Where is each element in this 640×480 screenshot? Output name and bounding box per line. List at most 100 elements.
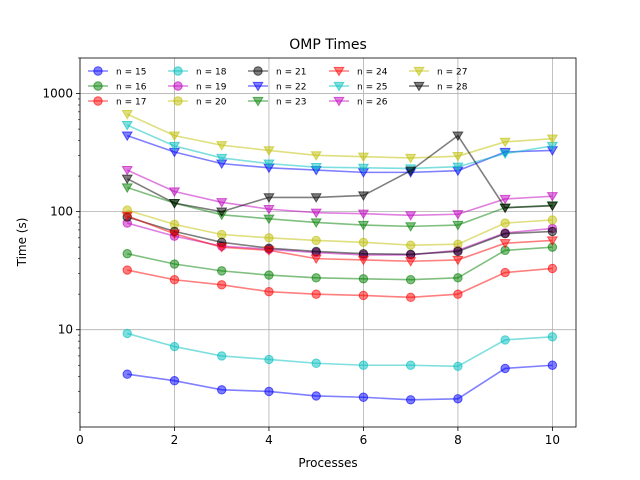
series-line: [126, 134, 553, 174]
data-point: [216, 207, 228, 218]
data-point: [263, 159, 275, 170]
data-point: [358, 237, 369, 247]
data-point: [216, 153, 228, 164]
legend-label: n = 15: [116, 68, 146, 78]
data-point: [168, 199, 181, 209]
data-point: [263, 214, 275, 225]
series-n-25: [121, 121, 559, 175]
legend-label: n = 28: [437, 83, 468, 93]
data-point: [358, 392, 369, 402]
legend-item: n = 18: [168, 66, 227, 78]
data-point: [310, 254, 322, 265]
series-line: [127, 332, 553, 368]
series-n-15: [122, 360, 558, 405]
legend-label: n = 25: [357, 83, 387, 93]
y-tick-label: 1000: [42, 87, 73, 101]
x-tick-label: 2: [171, 433, 179, 447]
legend-item: n = 28: [409, 81, 468, 93]
series-line: [126, 124, 553, 170]
legend-marker: [173, 81, 183, 91]
data-point: [546, 236, 559, 247]
plot-area-frame: [79, 57, 577, 428]
data-point: [405, 275, 416, 285]
data-point: [311, 273, 321, 283]
data-point: [546, 134, 559, 145]
x-tick-label: 4: [265, 433, 273, 447]
legend-marker: [333, 66, 345, 77]
data-point: [121, 109, 133, 120]
data-point: [216, 243, 228, 253]
data-point: [217, 351, 227, 361]
series-line: [127, 209, 553, 246]
data-point: [264, 354, 274, 365]
data-point: [405, 240, 416, 250]
data-point: [168, 187, 181, 198]
data-point: [263, 146, 275, 156]
data-point: [168, 141, 181, 152]
series-n-17: [122, 263, 558, 303]
data-point: [311, 289, 321, 299]
legend-marker: [252, 81, 264, 92]
legend-label: n = 17: [116, 98, 146, 108]
y-axis: 10 100 1000: [42, 57, 80, 413]
legend-item: n = 24: [329, 66, 388, 78]
data-point: [122, 249, 132, 259]
data-point: [499, 194, 511, 205]
data-point: [121, 211, 133, 222]
data-point: [357, 152, 370, 163]
legend-label: n = 26: [357, 98, 388, 108]
legend-marker: [333, 81, 345, 92]
legend-marker: [93, 96, 103, 106]
data-point: [310, 151, 322, 161]
series-n-28: [121, 131, 559, 218]
y-tick-label: 100: [50, 205, 73, 219]
data-point: [357, 255, 370, 266]
legend-label: n = 16: [116, 83, 147, 93]
data-point: [547, 263, 558, 274]
data-point: [216, 141, 228, 151]
legend-item: n = 21: [248, 66, 306, 78]
data-point: [404, 211, 417, 221]
legend-label: n = 18: [196, 68, 227, 78]
legend-marker: [252, 96, 264, 107]
data-point: [546, 192, 559, 202]
legend-marker: [253, 66, 263, 76]
data-point: [499, 149, 511, 160]
data-point: [499, 137, 511, 148]
data-point: [357, 163, 370, 174]
data-point: [357, 191, 370, 202]
series-line: [127, 267, 553, 299]
data-point: [500, 229, 510, 239]
legend-label: n = 27: [437, 68, 467, 78]
data-point: [357, 209, 370, 220]
data-point: [499, 203, 511, 214]
data-point: [547, 215, 558, 225]
data-point: [310, 193, 322, 203]
data-point: [264, 386, 274, 397]
data-point: [121, 165, 133, 176]
legend-label: n = 20: [196, 98, 227, 108]
data-point: [263, 205, 275, 215]
series-line: [126, 215, 553, 263]
data-point: [452, 131, 464, 142]
data-point: [217, 280, 227, 290]
data-point: [453, 394, 463, 404]
data-point: [121, 174, 133, 185]
data-point: [547, 226, 558, 237]
data-point: [453, 361, 463, 371]
data-point: [500, 335, 510, 345]
data-point: [500, 267, 510, 278]
legend-marker: [93, 66, 103, 76]
legend-label: n = 21: [276, 68, 306, 78]
legend-item: n = 23: [248, 96, 306, 108]
series-line: [126, 186, 553, 228]
legend-marker: [93, 81, 103, 91]
legend-item: n = 17: [88, 96, 146, 108]
data-point: [452, 162, 464, 173]
data-point: [452, 210, 464, 220]
legend-label: n = 19: [196, 83, 227, 93]
legend-marker: [413, 81, 425, 92]
legend-label: n = 24: [357, 68, 388, 78]
data-point: [453, 246, 463, 257]
